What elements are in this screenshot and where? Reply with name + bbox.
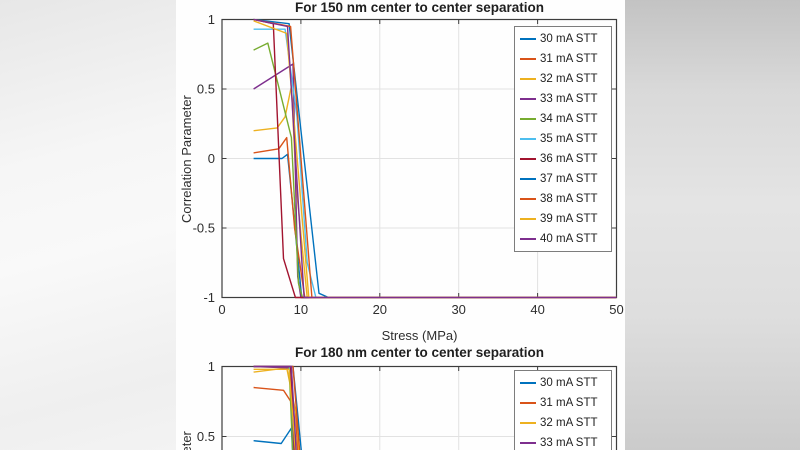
- legend-line-sample-icon: [520, 98, 536, 100]
- legend-item: 31 mA STT: [515, 49, 611, 69]
- legend-label: 31 mA STT: [540, 53, 598, 65]
- background-right: [625, 0, 800, 450]
- legend-label: 39 mA STT: [540, 213, 598, 225]
- legend-line-sample-icon: [520, 178, 536, 180]
- legend-line-sample-icon: [520, 58, 536, 60]
- legend-item: 37 mA STT: [515, 169, 611, 189]
- legend-label: 40 mA STT: [540, 233, 598, 245]
- legend-item: 34 mA STT: [515, 109, 611, 129]
- legend-label: 30 mA STT: [540, 377, 598, 389]
- legend-line-sample-icon: [520, 382, 536, 384]
- legend-line-sample-icon: [520, 402, 536, 404]
- legend-label: 38 mA STT: [540, 193, 598, 205]
- legend-item: 32 mA STT: [515, 413, 611, 433]
- legend-item: 36 mA STT: [515, 149, 611, 169]
- legend-item: 32 mA STT: [515, 69, 611, 89]
- background-left: [0, 0, 176, 450]
- legend-line-sample-icon: [520, 158, 536, 160]
- x-axis-label-150nm: Stress (MPa): [381, 328, 458, 343]
- legend-item: 33 mA STT: [515, 89, 611, 109]
- legend-label: 31 mA STT: [540, 397, 598, 409]
- legend-label: 33 mA STT: [540, 437, 598, 449]
- legend-line-sample-icon: [520, 218, 536, 220]
- chart-title-180nm: For 180 nm center to center separation: [294, 345, 545, 360]
- legend-line-sample-icon: [520, 138, 536, 140]
- legend-item: 33 mA STT: [515, 433, 611, 450]
- y-axis-label-150nm: Correlation Parameter: [179, 95, 194, 223]
- chart-title-150nm: For 150 nm center to center separation: [294, 0, 545, 15]
- y-axis-label-180nm: Correlation Parameter: [178, 366, 195, 450]
- legend-label: 33 mA STT: [540, 93, 598, 105]
- legend-item: 38 mA STT: [515, 189, 611, 209]
- legend-item: 39 mA STT: [515, 209, 611, 229]
- legend-label: 34 mA STT: [540, 113, 598, 125]
- legend-label: 32 mA STT: [540, 73, 598, 85]
- legend-item: 31 mA STT: [515, 393, 611, 413]
- legend-line-sample-icon: [520, 38, 536, 40]
- legend-label: 36 mA STT: [540, 153, 598, 165]
- legend-label: 35 mA STT: [540, 133, 598, 145]
- legend-item: 35 mA STT: [515, 129, 611, 149]
- legend-item: 30 mA STT: [515, 373, 611, 393]
- legend-line-sample-icon: [520, 238, 536, 240]
- legend-line-sample-icon: [520, 198, 536, 200]
- legend-line-sample-icon: [520, 422, 536, 424]
- legend-line-sample-icon: [520, 78, 536, 80]
- legend-label: 30 mA STT: [540, 33, 598, 45]
- legend-150nm: 30 mA STT 31 mA STT 32 mA STT 33 mA STT 34 m…: [514, 26, 612, 252]
- legend-label: 32 mA STT: [540, 417, 598, 429]
- legend-item: 30 mA STT: [515, 29, 611, 49]
- legend-item: 40 mA STT: [515, 229, 611, 249]
- legend-line-sample-icon: [520, 442, 536, 444]
- legend-line-sample-icon: [520, 118, 536, 120]
- legend-label: 37 mA STT: [540, 173, 598, 185]
